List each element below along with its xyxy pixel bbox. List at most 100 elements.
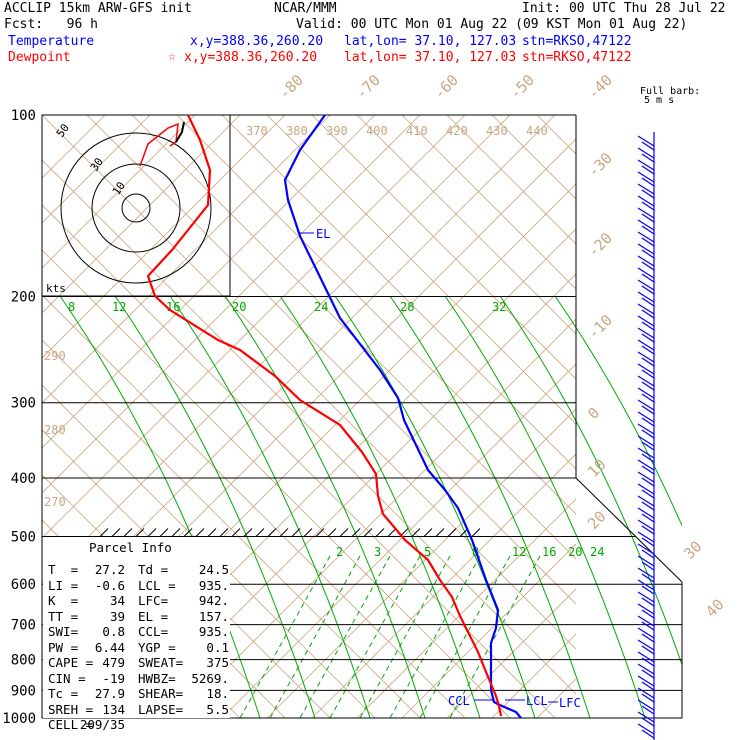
mixing-ratio-label: 24 xyxy=(314,300,328,314)
freezing-hatch xyxy=(291,528,301,537)
wind-barb-half xyxy=(641,597,655,607)
parcel-cell: 134 xyxy=(102,701,125,717)
isotherm-line xyxy=(446,588,576,718)
pressure-tick-label: 900 xyxy=(11,683,36,699)
freezing-hatch xyxy=(123,528,133,537)
wind-barb xyxy=(637,195,655,207)
pressure-tick-label: 100 xyxy=(11,108,36,124)
wind-barb xyxy=(637,339,655,351)
parcel-cell: LCL = xyxy=(138,577,176,593)
mixing-ratio-label: 12 xyxy=(112,300,126,314)
wind-barb xyxy=(637,627,655,639)
temperature-latlon: lat,lon= 37.10, 127.03 xyxy=(344,34,517,49)
hodograph-ring xyxy=(121,193,151,223)
dry-adiabat-line xyxy=(311,115,576,380)
ccl-label: CCL xyxy=(448,694,470,708)
wind-barb-half xyxy=(641,225,655,235)
el-label: EL xyxy=(316,227,330,241)
dewpoint-station: stn=RKSO,47122 xyxy=(522,50,632,65)
wind-barb-half xyxy=(641,549,655,559)
theta-label: 420 xyxy=(446,124,468,138)
hodograph-ring-label: 30 xyxy=(88,155,106,173)
dry-adiabat-line xyxy=(42,429,331,718)
freezing-hatch xyxy=(147,528,157,537)
dry-adiabat-line xyxy=(356,115,576,335)
parcel-cell: LI = xyxy=(48,577,79,593)
isotherm-line xyxy=(42,115,151,224)
freezing-hatch xyxy=(339,528,349,537)
wind-barb xyxy=(637,231,655,243)
parcel-cell: 479 xyxy=(102,655,125,670)
freezing-hatch xyxy=(375,528,385,537)
parcel-cell: 209/35 xyxy=(79,717,125,732)
wind-barb-half xyxy=(641,153,655,163)
wind-barb xyxy=(637,411,655,423)
wind-barb xyxy=(637,459,655,471)
parcel-info-panel: Parcel Info T = 27.2 Td = 24.5 LI = -0.6 LCL =… xyxy=(43,537,230,732)
parcel-cell: 5.5 xyxy=(206,701,229,717)
dewpoint-xy: x,y=388.36,260.20 xyxy=(184,50,318,65)
theta-left-label: 280 xyxy=(44,423,66,437)
parcel-cell: 935. xyxy=(198,577,229,593)
wind-barb xyxy=(637,699,655,711)
parcel-cell: TT = xyxy=(48,608,79,624)
mixing-ratio-line xyxy=(449,555,541,718)
mixing-ratio-lower-label: 2 xyxy=(336,545,343,559)
freezing-hatch xyxy=(327,528,337,537)
dry-adiabat-line xyxy=(42,249,511,718)
pressure-tick-label: 800 xyxy=(11,653,36,669)
wind-barb-half xyxy=(641,213,655,223)
isotherm-line xyxy=(401,543,576,718)
pressure-tick-label: 300 xyxy=(11,396,36,412)
wind-barb xyxy=(637,471,655,483)
mixing-ratio-lower-label: 12 xyxy=(512,545,526,559)
moist-adiabat-curve xyxy=(279,296,481,718)
parcel-cell: SREH = xyxy=(48,701,94,717)
parcel-info-title: Parcel Info xyxy=(89,540,172,555)
parcel-cell: CELL = xyxy=(48,717,94,732)
wind-barb xyxy=(637,315,655,327)
isotherm-line xyxy=(627,78,740,718)
pressure-tick-label: 400 xyxy=(11,471,36,487)
dry-adiabat-line xyxy=(42,339,421,718)
moist-adiabat-curve xyxy=(114,296,316,718)
isotherm-line xyxy=(266,408,576,718)
theta-label: 370 xyxy=(246,124,268,138)
parcel-cell: SWEAT= xyxy=(138,655,184,670)
wind-barb-half xyxy=(641,693,655,703)
wind-barb-half xyxy=(641,489,655,499)
freezing-hatch xyxy=(183,528,193,537)
parcel-cell: -0.6 xyxy=(94,577,125,593)
wind-barb-half xyxy=(641,525,655,535)
dry-adiabat-line xyxy=(42,159,576,695)
freezing-hatch xyxy=(423,528,433,537)
wind-barb xyxy=(637,279,655,291)
isotherm-label: -30 xyxy=(584,149,616,181)
series-dewpoint xyxy=(146,114,503,717)
wind-barb-half xyxy=(641,177,655,187)
moist-adiabat-curve xyxy=(389,296,591,718)
freezing-hatch xyxy=(387,528,397,537)
freezing-hatch xyxy=(159,528,169,537)
wind-barb-half xyxy=(641,633,655,643)
hodograph-ring xyxy=(60,132,212,284)
parcel-cell: PW = xyxy=(48,639,79,655)
dry-adiabat-line xyxy=(42,384,376,718)
freezing-hatch xyxy=(411,528,421,537)
wind-barb xyxy=(637,387,655,399)
freezing-hatch xyxy=(315,528,325,537)
isotherm-label: -40 xyxy=(584,71,616,103)
wind-barb-half xyxy=(641,309,655,319)
wind-barb xyxy=(637,603,655,615)
isotherm-line xyxy=(42,115,331,404)
wind-barb-half xyxy=(641,609,655,619)
isotherm-label: 20 xyxy=(584,507,610,533)
moist-adiabat-curve xyxy=(444,296,646,718)
parcel-cell: HWBZ= xyxy=(138,670,176,686)
dry-adiabat-line xyxy=(717,115,740,740)
dry-adiabat-line xyxy=(42,204,556,718)
dry-adiabat-line xyxy=(266,115,576,425)
wind-barb-half xyxy=(641,261,655,271)
parcel-cell: SWI= xyxy=(48,624,79,639)
